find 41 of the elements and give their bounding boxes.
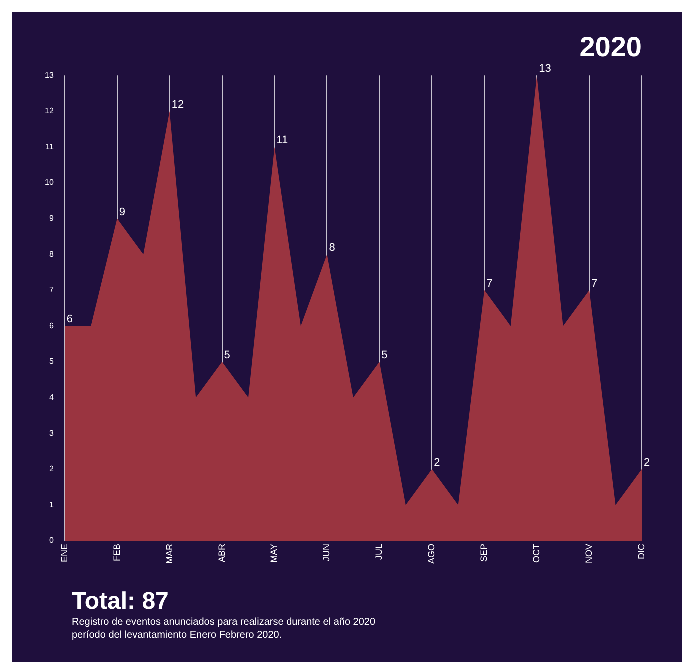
x-tick-label: ABR [216,544,227,563]
x-tick-label: MAY [269,544,280,563]
data-label: 7 [486,278,493,290]
x-tick-label: SEP [479,544,490,562]
y-tick-label: 11 [46,142,54,152]
y-tick-label: 3 [49,428,54,438]
text: Total: 87 [72,588,170,616]
data-label: 9 [119,206,126,218]
data-label: 11 [276,134,288,147]
y-tick-label: 9 [49,214,54,223]
data-label: 2 [434,456,440,469]
data-label: 7 [592,278,598,290]
y-tick-label: 12 [44,106,54,116]
x-tick-label: DIC [636,543,646,560]
x-tick-label: NOV [584,544,594,564]
y-tick-label: 7 [49,286,54,295]
y-tick-label: 10 [44,178,54,188]
data-label: 12 [172,98,184,111]
y-tick-label: 2 [49,464,54,474]
data-label: 13 [539,63,552,76]
y-tick-label: 6 [49,321,54,330]
y-tick-label: 13 [44,70,54,80]
x-tick-label: JUL [374,544,384,560]
y-tick-label: 8 [49,250,54,259]
data-label: 6 [66,314,74,326]
y-tick-label: 0 [49,536,54,546]
x-tick-label: OCT [532,543,542,563]
y-tick-label: 4 [49,393,54,402]
data-label: 2 [644,456,650,469]
data-label: 8 [329,242,336,254]
data-label: 5 [382,350,388,362]
x-tick-label: ENE [59,544,70,563]
x-tick-label: AGO [426,544,437,564]
x-tick-label: MAR [164,543,174,564]
data-label: 5 [224,350,230,362]
chart-title: 2020 [580,32,642,63]
y-tick-label: 1 [49,500,54,510]
x-tick-label: JUN [322,544,332,562]
text: Registro de eventos anunciados para realizarse durante el año 2020 período del levantamiento Enero Febrero 2020. [72,616,377,642]
y-tick-label: 5 [49,357,54,366]
x-tick-label: FEB [112,544,122,562]
